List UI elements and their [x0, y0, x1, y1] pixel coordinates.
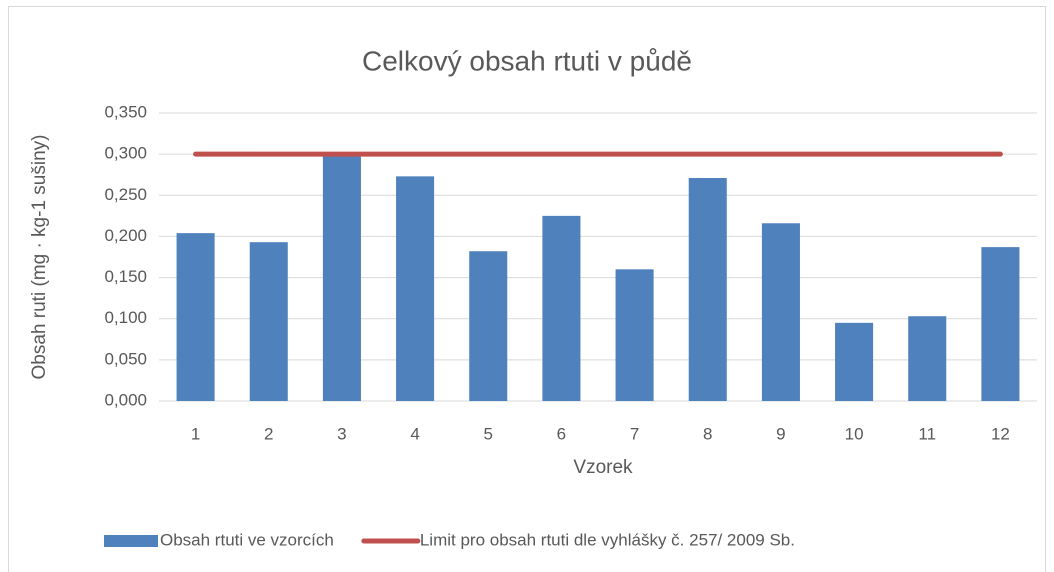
y-tick-label: 0,350: [104, 102, 147, 121]
legend-label: Limit pro obsah rtuti dle vyhlášky č. 25…: [420, 530, 795, 549]
chart-title: Celkový obsah rtuti v půdě: [362, 45, 692, 76]
bar: [396, 176, 435, 401]
bar: [761, 223, 800, 401]
x-tick-label: 1: [191, 424, 200, 443]
bar: [908, 316, 947, 401]
x-tick-label: 6: [557, 424, 566, 443]
x-tick-label: 9: [776, 424, 785, 443]
y-tick-label: 0,250: [104, 185, 147, 204]
y-tick-label: 0,300: [104, 144, 147, 163]
bar: [542, 215, 581, 401]
y-tick-label: 0,000: [104, 390, 147, 409]
y-tick-label: 0,050: [104, 349, 147, 368]
y-axis-title: Obsah ruti (mg · kg-1 sušiny): [29, 135, 50, 380]
x-tick-label: 8: [703, 424, 712, 443]
x-tick-label: 4: [410, 424, 419, 443]
bar: [469, 251, 508, 401]
y-tick-label: 0,150: [104, 267, 147, 286]
x-tick-label: 10: [845, 424, 864, 443]
y-tick-label: 0,100: [104, 308, 147, 327]
bar: [249, 242, 288, 401]
chart-frame: [8, 6, 1046, 572]
x-tick-label: 7: [630, 424, 639, 443]
bar: [615, 269, 654, 401]
bar: [322, 155, 361, 401]
legend-swatch: [104, 535, 158, 547]
bar: [835, 322, 874, 401]
x-tick-label: 3: [337, 424, 346, 443]
x-tick-label: 12: [991, 424, 1010, 443]
x-tick-label: 5: [484, 424, 493, 443]
x-axis-title: Vzorek: [573, 457, 633, 478]
bar: [176, 233, 215, 401]
legend-label: Obsah rtuti ve vzorcích: [160, 530, 334, 549]
y-tick-label: 0,200: [104, 226, 147, 245]
x-tick-label: 2: [264, 424, 273, 443]
x-tick-label: 11: [918, 424, 936, 443]
bar: [688, 178, 727, 401]
bar: [981, 247, 1020, 401]
